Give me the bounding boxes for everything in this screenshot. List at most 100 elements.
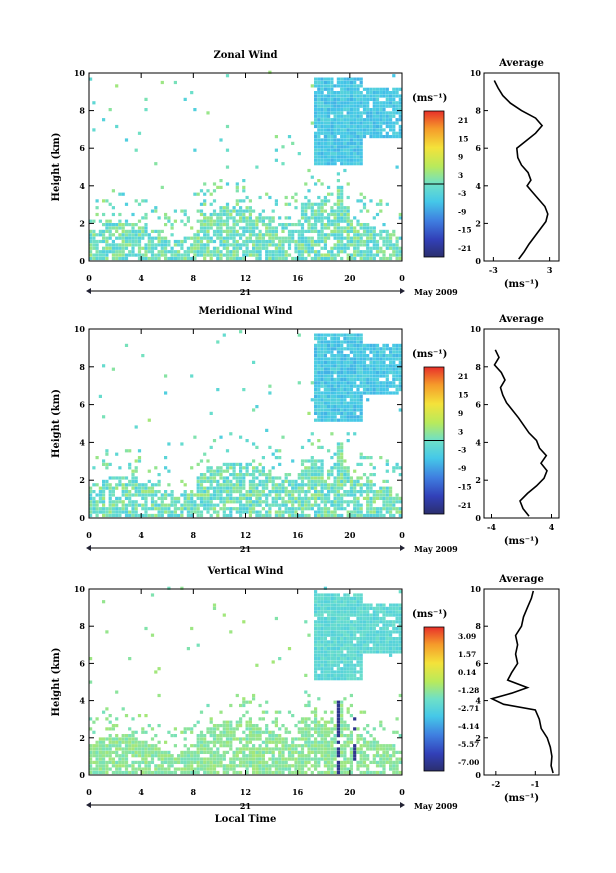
heatmap-cell	[258, 243, 262, 247]
heatmap-cell	[199, 236, 204, 240]
heatmap-cell	[203, 760, 207, 764]
heatmap-cell	[317, 600, 321, 604]
heatmap-cell	[323, 616, 327, 621]
heatmap-cell	[362, 606, 367, 610]
heatmap-cell	[128, 253, 132, 257]
heatmap-cell	[137, 493, 142, 497]
heatmap-cell	[372, 347, 376, 351]
heatmap-cell	[346, 401, 350, 405]
heatmap-cell	[157, 724, 161, 728]
heatmap-cell	[252, 750, 256, 754]
heatmap-cell	[167, 483, 171, 487]
heatmap-cell	[150, 253, 155, 257]
heatmap-cell	[314, 667, 318, 671]
heatmap-cell	[362, 640, 367, 644]
heatmap-cell	[271, 764, 275, 768]
heatmap-cell	[229, 229, 233, 233]
heatmap-cell	[359, 673, 363, 677]
heatmap-cell	[320, 141, 324, 145]
heatmap-cell	[333, 340, 337, 344]
heatmap-cell	[395, 165, 399, 169]
heatmap-cell	[141, 256, 145, 261]
heatmap-cell	[336, 384, 340, 388]
heatmap-cell	[225, 469, 230, 473]
heatmap-cell	[379, 493, 383, 497]
heatmap-cell	[323, 360, 327, 364]
heatmap-cell	[261, 750, 265, 754]
heatmap-cell	[398, 111, 402, 115]
heatmap-cell	[115, 496, 119, 500]
heatmap-cell	[340, 189, 344, 193]
heatmap-cell	[366, 94, 370, 98]
heatmap-cell	[242, 496, 246, 500]
heatmap-cell	[366, 209, 370, 213]
heatmap-cell	[327, 87, 331, 91]
heatmap-cell	[300, 233, 305, 237]
heatmap-cell	[167, 767, 171, 771]
colorbar-tick-label: 21	[458, 372, 468, 381]
heatmap-cell	[180, 479, 184, 483]
heatmap-cell	[317, 357, 321, 361]
average-y-tick-label: 4	[475, 437, 481, 447]
heatmap-cell	[271, 219, 275, 223]
heatmap-cell	[147, 246, 151, 250]
heatmap-cell	[327, 593, 331, 597]
heatmap-cell	[395, 388, 399, 392]
heatmap-cell	[336, 452, 340, 456]
heatmap-cell	[385, 744, 389, 748]
heatmap-cell	[297, 507, 301, 511]
heatmap-cell	[147, 256, 151, 261]
heatmap-cell	[186, 503, 190, 507]
heatmap-cell	[167, 216, 171, 220]
heatmap-cell	[108, 744, 112, 748]
heatmap-cell	[108, 734, 112, 738]
heatmap-cell	[115, 229, 119, 233]
heatmap-cell	[137, 744, 142, 748]
heatmap-cell	[372, 381, 376, 385]
heatmap-cell	[297, 473, 301, 477]
heatmap-cell	[366, 724, 370, 728]
heatmap-cell	[398, 388, 402, 392]
heatmap-cell	[167, 256, 171, 261]
heatmap-cell	[190, 246, 194, 250]
heatmap-cell	[203, 496, 207, 500]
heatmap-cell	[235, 473, 239, 477]
heatmap-cell	[235, 219, 239, 223]
heatmap-cell	[323, 374, 327, 378]
heatmap-cell	[222, 239, 226, 244]
heatmap-cell	[304, 507, 308, 511]
heatmap-cell	[98, 253, 102, 257]
heatmap-cell	[235, 727, 239, 731]
heatmap-cell	[111, 367, 115, 371]
heatmap-cell	[375, 496, 380, 500]
heatmap-cell	[294, 192, 298, 196]
heatmap-cell	[154, 493, 158, 497]
heatmap-cell	[323, 381, 327, 385]
heatmap-cell	[330, 364, 334, 368]
heatmap-cell	[372, 620, 376, 624]
heatmap-cell	[252, 243, 256, 247]
heatmap-cell	[102, 767, 106, 771]
heatmap-cell	[392, 384, 396, 388]
heatmap-cell	[252, 459, 256, 463]
heatmap-cell	[131, 740, 135, 744]
heatmap-cell	[336, 730, 340, 734]
heatmap-cell	[372, 623, 376, 627]
heatmap-cell	[349, 637, 353, 641]
heatmap-cell	[291, 195, 295, 200]
heatmap-cell	[375, 243, 380, 247]
x-tick-label: 16	[292, 530, 304, 540]
heatmap-cell	[314, 600, 318, 604]
heatmap-cell	[327, 185, 331, 189]
heatmap-cell	[372, 118, 376, 122]
heatmap-cell	[353, 637, 357, 641]
heatmap-cell	[102, 770, 106, 775]
heatmap-cell	[359, 660, 363, 664]
heatmap-cell	[359, 84, 363, 88]
heatmap-cell	[340, 657, 344, 661]
heatmap-cell	[320, 610, 324, 614]
heatmap-cell	[164, 750, 168, 754]
heatmap-cell	[346, 223, 350, 227]
heatmap-cell	[356, 199, 360, 203]
heatmap-cell	[330, 152, 334, 156]
